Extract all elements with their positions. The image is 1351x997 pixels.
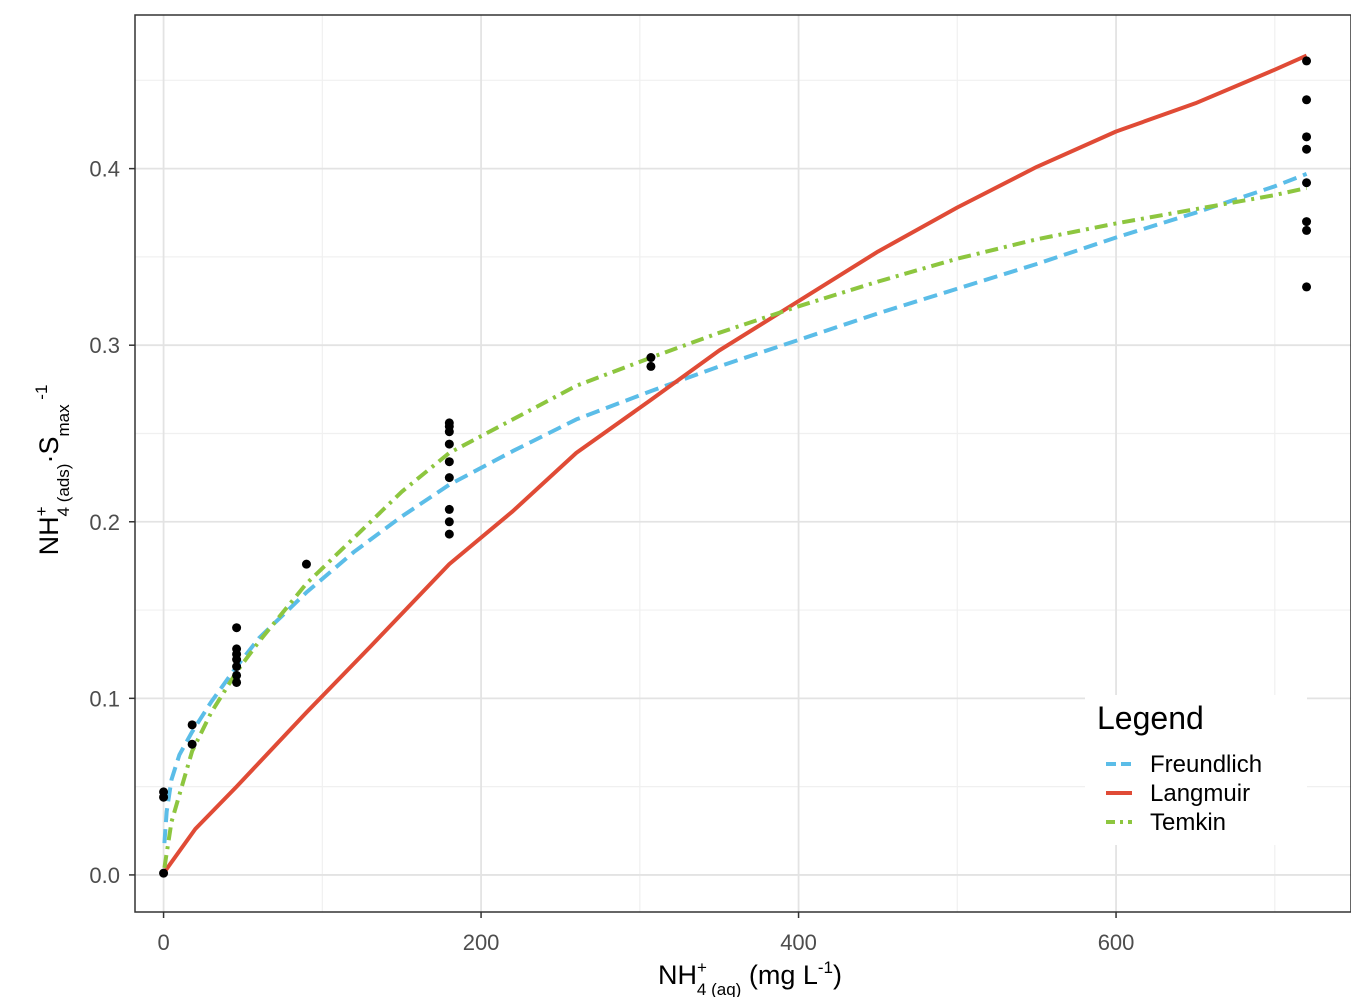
fitted-curves <box>161 53 1308 875</box>
x-axis-title: NH+ 4 (aq) (mg L-1) <box>658 958 842 997</box>
legend: Legend Freundlich Langmuir Temkin <box>1085 695 1307 845</box>
data-point <box>187 720 197 730</box>
observed-points <box>159 56 1312 878</box>
data-point <box>232 623 242 633</box>
data-point <box>444 473 454 483</box>
data-point <box>232 677 242 687</box>
data-point <box>301 559 311 569</box>
data-point <box>159 787 169 797</box>
data-point <box>444 504 454 514</box>
data-point <box>444 439 454 449</box>
grid-lines <box>135 15 1351 912</box>
y-tick-label: 0.2 <box>89 510 120 535</box>
data-point <box>444 418 454 428</box>
data-point <box>1302 56 1312 66</box>
data-point <box>444 529 454 539</box>
data-point <box>1302 217 1312 227</box>
data-point <box>1302 178 1312 188</box>
legend-label-freundlich: Freundlich <box>1150 751 1262 778</box>
data-point <box>232 670 242 680</box>
series-line-temkin <box>162 186 1308 869</box>
x-tick-label: 200 <box>463 930 500 955</box>
data-point <box>444 457 454 467</box>
y-tick-label: 0.3 <box>89 333 120 358</box>
data-point <box>232 644 242 654</box>
series-line-langmuir <box>161 53 1308 875</box>
plot-border <box>134 14 1351 913</box>
y-tick-label: 0.0 <box>89 863 120 888</box>
data-point <box>232 662 242 672</box>
data-point <box>1302 132 1312 142</box>
data-point <box>444 517 454 527</box>
data-point <box>1302 225 1312 235</box>
data-point <box>646 353 656 363</box>
x-tick-label: 600 <box>1098 930 1135 955</box>
y-tick-label: 0.4 <box>89 157 120 182</box>
data-point <box>1302 144 1312 154</box>
legend-label-langmuir: Langmuir <box>1150 780 1250 807</box>
series-line-freundlich <box>162 172 1308 844</box>
data-point <box>159 868 169 878</box>
data-point <box>646 361 656 371</box>
data-point <box>1302 95 1312 105</box>
x-axis-ticks: 0 200 400 600 <box>157 912 1134 955</box>
legend-title: Legend <box>1097 700 1204 736</box>
data-point <box>187 739 197 749</box>
y-tick-label: 0.1 <box>89 686 120 711</box>
data-point <box>1302 282 1312 292</box>
legend-label-temkin: Temkin <box>1150 809 1226 836</box>
y-axis-title: NH+ 4 (ads)·Smax -1 <box>32 385 73 556</box>
x-tick-label: 400 <box>780 930 817 955</box>
y-axis-ticks: 0.0 0.1 0.2 0.3 0.4 <box>89 157 135 888</box>
x-tick-label: 0 <box>157 930 169 955</box>
